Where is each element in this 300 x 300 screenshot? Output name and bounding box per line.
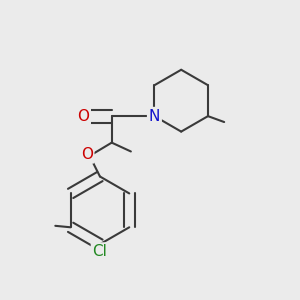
Text: Cl: Cl [92,244,107,259]
Text: N: N [149,109,160,124]
Text: O: O [81,147,93,162]
Text: O: O [77,109,89,124]
